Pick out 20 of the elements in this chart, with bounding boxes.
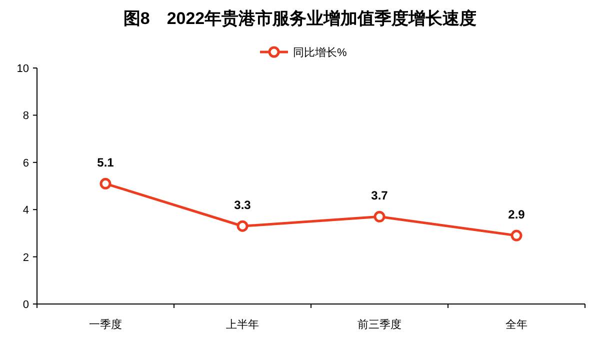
data-label: 2.9 bbox=[508, 208, 526, 222]
y-tick-label: 4 bbox=[22, 204, 29, 217]
y-tick-label: 6 bbox=[22, 157, 29, 170]
point bbox=[236, 220, 248, 232]
point bbox=[100, 178, 112, 190]
y-tick-label: 10 bbox=[16, 63, 29, 75]
x-tick-label: 前三季度 bbox=[358, 318, 402, 331]
point bbox=[374, 210, 386, 222]
x-tick-label: 上半年 bbox=[226, 318, 259, 331]
point bbox=[510, 230, 522, 242]
chart-title: 图8 2022年贵港市服务业增加值季度增长速度 bbox=[123, 9, 477, 28]
x-tick-label: 全年 bbox=[506, 319, 528, 331]
data-label: 5.1 bbox=[97, 156, 114, 170]
data-label: 3.3 bbox=[234, 198, 252, 212]
y-tick-label: 2 bbox=[22, 252, 29, 264]
y-tick-label: 0 bbox=[22, 299, 29, 311]
legend-label: 同比增长% bbox=[293, 46, 347, 59]
y-tick-label: 8 bbox=[22, 110, 29, 122]
x-tick-label: 一季度 bbox=[89, 318, 122, 331]
data-label: 3.7 bbox=[371, 188, 388, 203]
